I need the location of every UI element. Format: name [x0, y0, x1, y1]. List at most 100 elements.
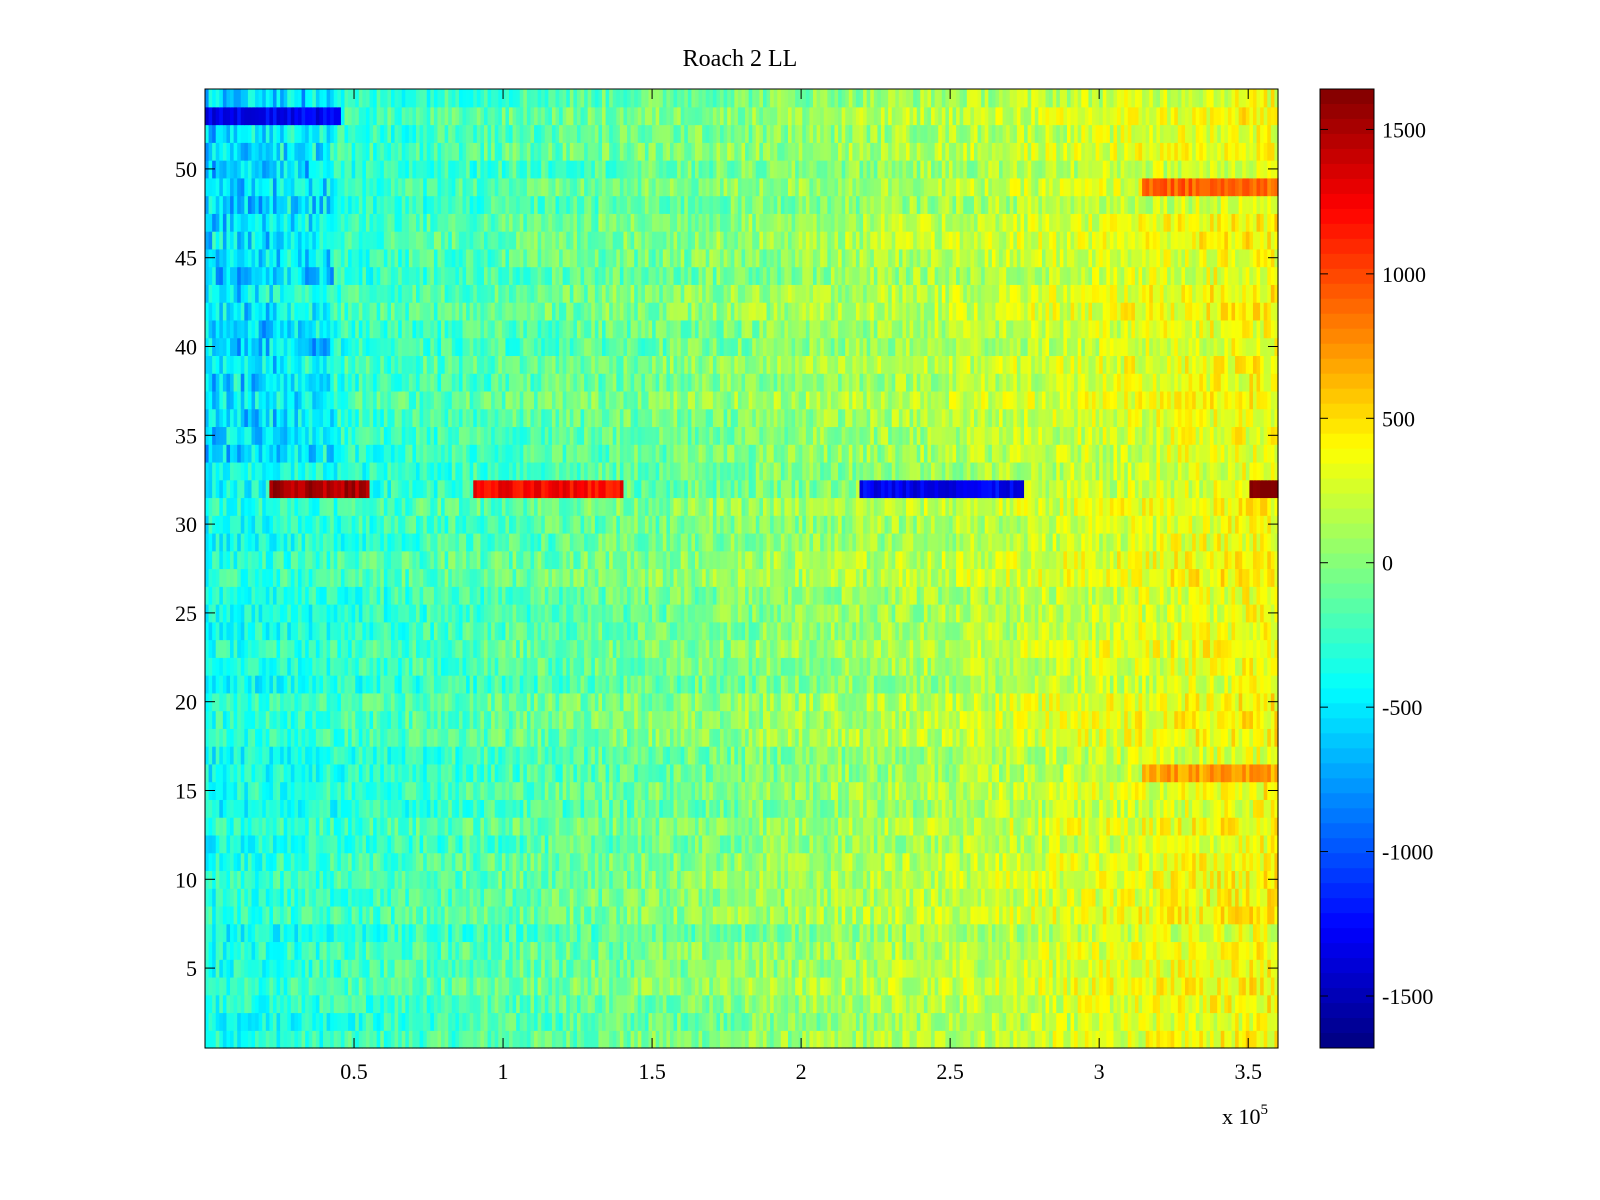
- heatmap-cell: [480, 799, 484, 817]
- heatmap-cell: [906, 906, 910, 924]
- heatmap-cell: [323, 746, 327, 764]
- heatmap-cell: [520, 941, 524, 959]
- heatmap-cell: [445, 1012, 449, 1030]
- heatmap-cell: [370, 1030, 374, 1048]
- heatmap-cell: [695, 870, 699, 888]
- heatmap-cell: [1260, 870, 1264, 888]
- heatmap-cell: [924, 995, 928, 1013]
- heatmap-cell: [212, 799, 216, 817]
- heatmap-cell: [226, 835, 230, 853]
- heatmap-cell: [1139, 799, 1143, 817]
- heatmap-cell: [731, 959, 735, 977]
- heatmap-cell: [377, 835, 381, 853]
- heatmap-cell: [395, 817, 399, 835]
- heatmap-cell: [1181, 959, 1185, 977]
- heatmap-cell: [1156, 782, 1160, 800]
- heatmap-cell: [942, 888, 946, 906]
- heatmap-cell: [724, 870, 728, 888]
- heatmap-cell: [1264, 782, 1268, 800]
- heatmap-cell: [795, 782, 799, 800]
- heatmap-cell: [774, 746, 778, 764]
- heatmap-cell: [745, 995, 749, 1013]
- heatmap-cell: [445, 995, 449, 1013]
- heatmap-cell: [1239, 817, 1243, 835]
- heatmap-cell: [745, 906, 749, 924]
- heatmap-cell: [1160, 764, 1164, 782]
- heatmap-cell: [691, 888, 695, 906]
- heatmap-cell: [241, 835, 245, 853]
- heatmap-cell: [877, 817, 881, 835]
- heatmap-cell: [913, 782, 917, 800]
- heatmap-cell: [466, 835, 470, 853]
- heatmap-cell: [294, 746, 298, 764]
- heatmap-cell: [641, 995, 645, 1013]
- heatmap-cell: [978, 977, 982, 995]
- heatmap-cell: [387, 941, 391, 959]
- heatmap-cell: [1139, 782, 1143, 800]
- heatmap-cell: [666, 888, 670, 906]
- heatmap-cell: [534, 799, 538, 817]
- heatmap-cell: [1078, 1030, 1082, 1048]
- heatmap-cell: [1232, 799, 1236, 817]
- heatmap-cell: [1110, 799, 1114, 817]
- heatmap-cell: [405, 764, 409, 782]
- heatmap-cell: [1010, 959, 1014, 977]
- heatmap-cell: [330, 835, 334, 853]
- heatmap-cell: [416, 906, 420, 924]
- heatmap-cell: [949, 782, 953, 800]
- heatmap-cell: [1060, 941, 1064, 959]
- heatmap-cell: [784, 853, 788, 871]
- heatmap-cell: [266, 941, 270, 959]
- heatmap-cell: [405, 799, 409, 817]
- heatmap-cell: [631, 995, 635, 1013]
- heatmap-cell: [302, 835, 306, 853]
- heatmap-cell: [1046, 995, 1050, 1013]
- heatmap-cell: [294, 853, 298, 871]
- heatmap-cell: [266, 977, 270, 995]
- heatmap-cell: [556, 817, 560, 835]
- heatmap-cell: [820, 1012, 824, 1030]
- heatmap-cell: [1203, 888, 1207, 906]
- heatmap-cell: [1074, 941, 1078, 959]
- heatmap-cell: [534, 817, 538, 835]
- heatmap-cell: [398, 799, 402, 817]
- heatmap-cell: [724, 888, 728, 906]
- heatmap-cell: [312, 941, 316, 959]
- heatmap-cell: [269, 870, 273, 888]
- heatmap-cell: [416, 959, 420, 977]
- heatmap-cell: [1242, 817, 1246, 835]
- heatmap-cell: [845, 746, 849, 764]
- heatmap-cell: [1210, 870, 1214, 888]
- heatmap-cell: [434, 799, 438, 817]
- heatmap-cell: [1264, 959, 1268, 977]
- heatmap-cell: [917, 764, 921, 782]
- heatmap-cell: [1160, 799, 1164, 817]
- heatmap-cell: [1221, 888, 1225, 906]
- heatmap-cell: [970, 817, 974, 835]
- heatmap-cell: [1128, 924, 1132, 942]
- heatmap-cell: [631, 764, 635, 782]
- heatmap-cell: [756, 1030, 760, 1048]
- heatmap-cell: [799, 977, 803, 995]
- heatmap-cell: [681, 959, 685, 977]
- heatmap-cell: [663, 799, 667, 817]
- heatmap-cell: [885, 853, 889, 871]
- heatmap-cell: [287, 746, 291, 764]
- heatmap-cell: [652, 870, 656, 888]
- heatmap-cell: [641, 941, 645, 959]
- heatmap-cell: [902, 799, 906, 817]
- heatmap-cell: [548, 799, 552, 817]
- heatmap-cell: [312, 870, 316, 888]
- heatmap-cell: [834, 746, 838, 764]
- heatmap-cell: [1074, 906, 1078, 924]
- heatmap-cell: [441, 817, 445, 835]
- heatmap-cell: [1113, 799, 1117, 817]
- heatmap-cell: [470, 1012, 474, 1030]
- heatmap-cell: [949, 995, 953, 1013]
- heatmap-cell: [942, 817, 946, 835]
- heatmap-cell: [323, 817, 327, 835]
- heatmap-cell: [1189, 888, 1193, 906]
- heatmap-cell: [745, 799, 749, 817]
- heatmap-cell: [1121, 870, 1125, 888]
- heatmap-cell: [931, 941, 935, 959]
